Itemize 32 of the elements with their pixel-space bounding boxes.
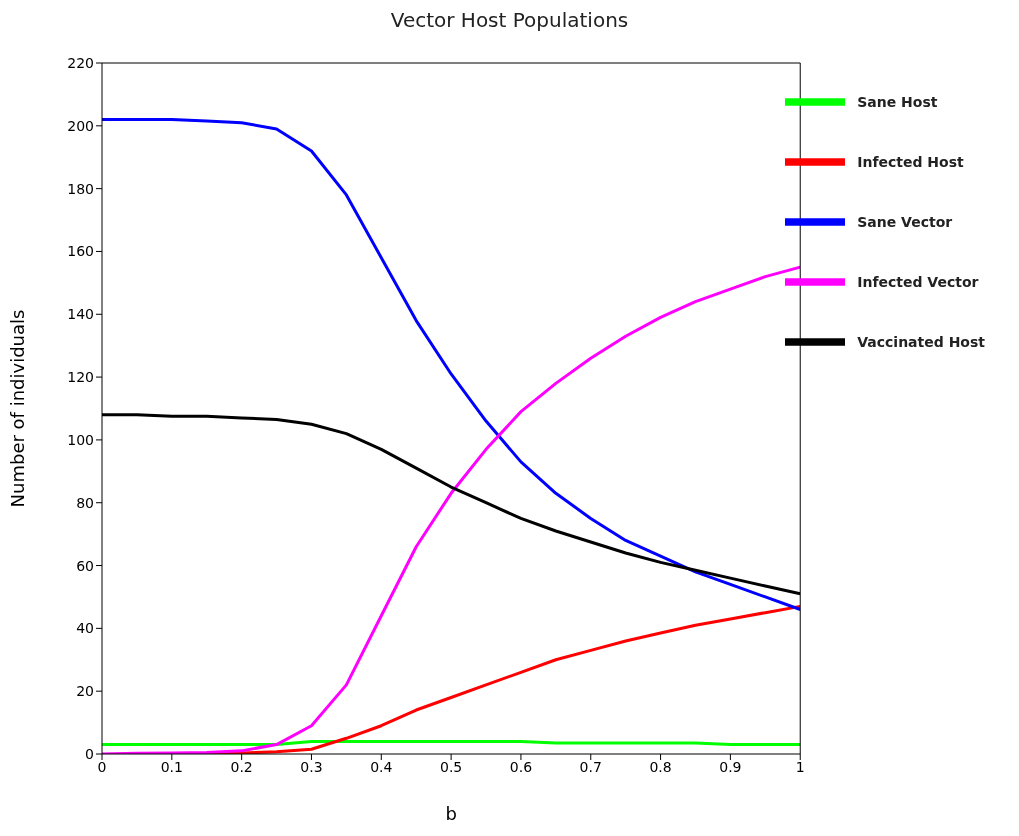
x-tick-label: 0.6 bbox=[509, 758, 533, 775]
y-tick-label: 160 bbox=[67, 243, 94, 260]
y-tick-label: 200 bbox=[67, 117, 94, 134]
line-series bbox=[102, 118, 801, 612]
legend-label: Infected Host bbox=[857, 153, 964, 170]
x-tick-label: 0.5 bbox=[439, 758, 463, 775]
x-tick-label: 1 bbox=[795, 758, 805, 775]
y-axis-title: Number of individuals bbox=[7, 309, 29, 508]
x-tick-label: 0.4 bbox=[370, 758, 393, 775]
x-tick-label: 0.9 bbox=[719, 758, 742, 775]
y-tick-label: 0 bbox=[85, 745, 94, 762]
x-tick-label: 0.2 bbox=[230, 758, 253, 775]
x-tick-label: 0.8 bbox=[649, 758, 672, 775]
y-tick-label: 20 bbox=[76, 683, 94, 700]
x-axis-title: b bbox=[445, 803, 457, 824]
x-tick-label: 0 bbox=[97, 758, 107, 775]
legend-label: Infected Vector bbox=[857, 273, 979, 290]
x-tick-label: 0.3 bbox=[300, 758, 323, 775]
y-tick-label: 140 bbox=[67, 306, 94, 323]
legend-label: Sane Host bbox=[857, 93, 938, 110]
x-tick-label: 0.7 bbox=[579, 758, 602, 775]
x-tick-label: 0.1 bbox=[160, 758, 183, 775]
y-tick-label: 180 bbox=[67, 180, 94, 197]
y-tick-label: 60 bbox=[76, 557, 94, 574]
y-tick-label: 220 bbox=[67, 54, 94, 71]
legend-label: Sane Vector bbox=[857, 213, 953, 230]
legend-label: Vaccinated Host bbox=[857, 333, 985, 350]
y-tick-label: 100 bbox=[67, 431, 94, 448]
y-tick-label: 120 bbox=[67, 369, 94, 386]
chart-title: Vector Host Populations bbox=[389, 8, 630, 32]
y-tick-label: 80 bbox=[76, 494, 94, 511]
y-tick-label: 40 bbox=[76, 620, 94, 637]
